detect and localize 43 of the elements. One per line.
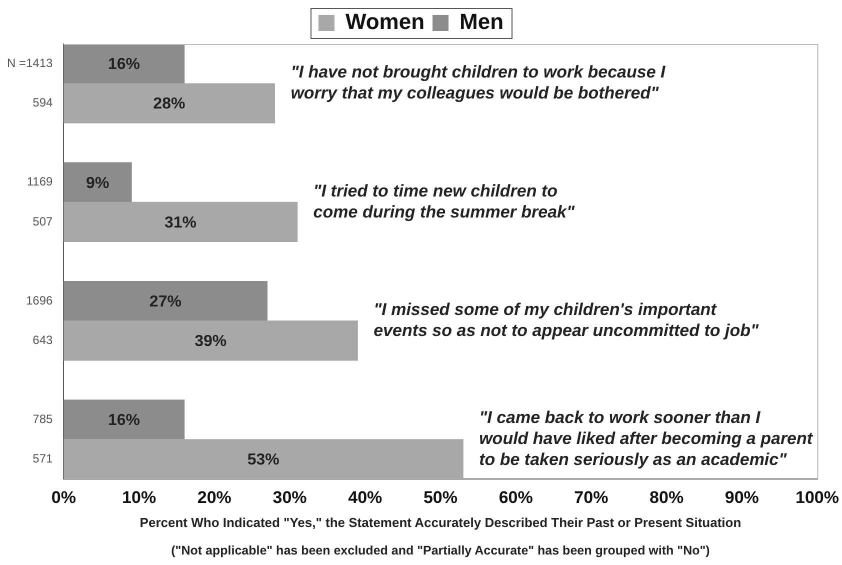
bar [64,320,358,361]
bar [64,202,298,242]
data-label: 9% [86,174,110,192]
data-label: 31% [164,214,197,232]
x-tick-label: 80% [650,488,684,507]
bar [64,162,132,203]
y-tick-label: 1169 [26,174,54,189]
x-tick-label: 10% [122,488,156,507]
data-label: 27% [149,293,182,310]
x-tick-label: 20% [197,488,232,507]
y-tick-label: N =1413 [7,56,54,70]
annotation: "I have not brought children to work because I worry that my colleagues would be bothered" [290,62,667,103]
data-label: 53% [247,452,280,469]
bar [64,439,464,479]
data-label: 16% [108,56,140,74]
x-tick-label: 70% [574,488,608,507]
y-tick-label: 571 [32,452,54,466]
legend-label: Women [345,9,425,34]
y-tick-label: 507 [32,214,54,228]
annotation: "I missed some of my children's important events so as not to appear uncommitted to job" [374,300,760,340]
bar [64,83,276,124]
x-tick-label: 60% [498,488,533,507]
legend-label: Men [460,9,504,34]
y-tick-label: 1696 [26,293,54,308]
text: ("Not applicable" has been excluded and "Partially Accurate" has been grouped with "No") [171,543,710,558]
x-tick-label: 40% [348,488,382,507]
y-tick-label: 594 [32,96,54,110]
data-label: 39% [194,332,227,350]
data-label: 28% [153,96,186,113]
data-label: 16% [108,412,140,430]
x-tick-label: 0% [51,488,76,507]
y-tick-label: 785 [32,412,54,426]
bar [64,280,268,322]
bar [64,44,185,84]
x-tick-label: 100% [796,488,839,507]
annotation: "I came back to work sooner than I would have liked after becoming a parent to be taken seriously as an academic" [479,408,814,470]
x-tick-label: 50% [423,488,458,507]
y-tick-label: 643 [32,332,54,347]
bar [64,400,185,440]
x-tick-label: 90% [724,488,759,507]
x-axis-title: Percent Who Indicated "Yes," the Statement Accurately Described Their Past or Present Situation [140,514,742,530]
annotation: "I tried to time new children to come during the summer break" [313,181,576,222]
x-tick-label: 30% [272,488,307,507]
